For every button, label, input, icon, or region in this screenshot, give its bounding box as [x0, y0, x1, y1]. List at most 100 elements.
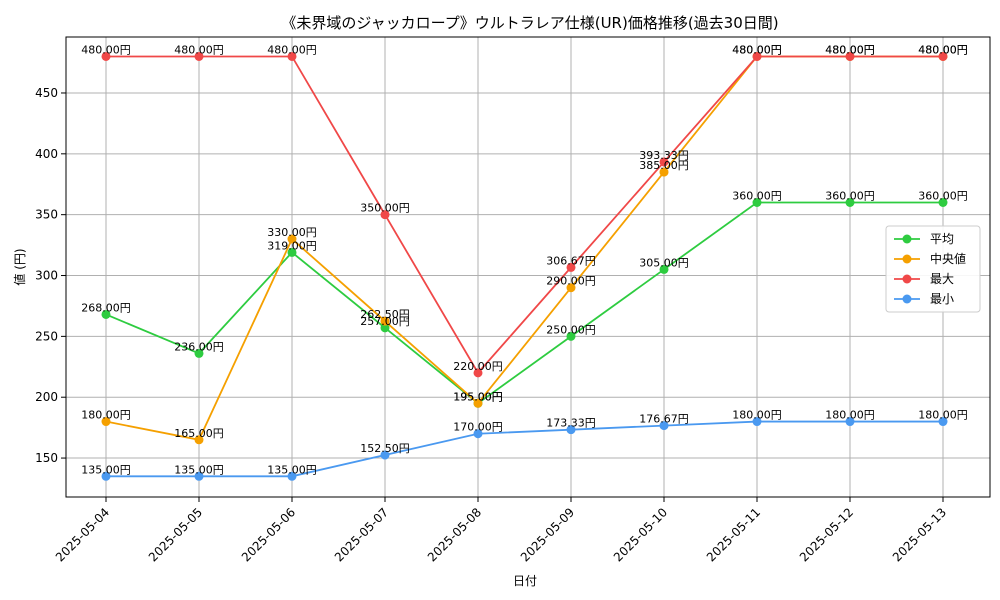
series-line — [105, 201, 943, 405]
data-point — [659, 157, 669, 167]
data-label: 135.00円 — [81, 463, 131, 476]
data-point — [287, 51, 297, 61]
data-point — [752, 51, 762, 61]
legend-box — [885, 225, 981, 313]
data-point — [938, 198, 948, 208]
data-label: 360.00円 — [918, 190, 968, 203]
y-tick-label: 150 — [35, 451, 58, 465]
y-tick-label: 200 — [35, 390, 58, 404]
data-label: 480.00円 — [267, 43, 317, 56]
y-tick-label: 300 — [35, 269, 58, 283]
data-label: 350.00円 — [360, 202, 410, 215]
data-point — [101, 471, 111, 481]
data-label: 360.00円 — [732, 190, 782, 203]
data-label: 262.50円 — [360, 308, 410, 321]
data-labels: 268.00円 236.00円 319.00円 257.00円 195.00円 250.0… — [81, 43, 968, 476]
data-point — [845, 198, 855, 208]
data-point — [194, 348, 204, 358]
data-label: 220.00円 — [453, 360, 503, 373]
data-point — [287, 234, 297, 244]
y-axis: 150 200 250 300 350 400 450 — [35, 86, 66, 465]
data-label: 360.00円 — [825, 190, 875, 203]
y-tick-label: 250 — [35, 329, 58, 343]
data-label: 480.00円 — [732, 43, 782, 56]
data-label: 385.00円 — [639, 159, 689, 172]
data-point — [101, 417, 111, 427]
x-tick-label: 2025-05-08 — [425, 505, 484, 564]
series-group — [101, 51, 948, 481]
x-tick-label: 2025-05-12 — [797, 505, 856, 564]
data-label: 393.33円 — [639, 149, 689, 162]
data-point — [287, 471, 297, 481]
x-tick-label: 2025-05-11 — [704, 505, 763, 564]
data-point — [845, 51, 855, 61]
data-point — [566, 283, 576, 293]
data-point — [194, 471, 204, 481]
series-line — [106, 420, 943, 478]
series-line — [105, 55, 943, 441]
data-point — [752, 198, 762, 208]
plot-area-frame — [65, 36, 991, 498]
data-label: 480.00円 — [918, 43, 968, 56]
data-point — [287, 247, 297, 257]
data-label: 305.00円 — [639, 256, 689, 269]
data-point — [380, 210, 390, 220]
x-tick-label: 2025-05-05 — [146, 505, 205, 564]
data-point — [845, 417, 855, 427]
legend-marker — [902, 294, 912, 304]
data-label: 480.00円 — [81, 43, 131, 56]
data-point — [473, 368, 483, 378]
data-point — [380, 323, 390, 333]
data-label: 480.00円 — [825, 43, 875, 56]
x-tick-label: 2025-05-10 — [611, 505, 670, 564]
legend-label: 最小 — [930, 292, 954, 306]
x-axis: 2025-05-04 2025-05-05 2025-05-06 2025-05-07… — [53, 497, 949, 564]
y-tick-label: 400 — [35, 147, 58, 161]
data-point — [659, 264, 669, 274]
x-tick-label: 2025-05-06 — [239, 505, 298, 564]
data-label: 480.00円 — [825, 43, 875, 56]
data-label: 180.00円 — [81, 409, 131, 422]
data-point — [473, 429, 483, 439]
data-point — [194, 435, 204, 445]
legend-label: 中央値 — [930, 251, 966, 266]
legend-marker — [902, 274, 912, 284]
data-label: 180.00円 — [918, 409, 968, 422]
data-label: 236.00円 — [174, 340, 224, 353]
data-label: 250.00円 — [546, 323, 596, 336]
data-label: 306.67円 — [546, 254, 596, 267]
x-tick-label: 2025-05-09 — [518, 505, 577, 564]
data-label: 152.50円 — [360, 442, 410, 455]
data-label: 195.00円 — [453, 390, 503, 403]
data-point — [566, 262, 576, 272]
data-point — [194, 51, 204, 61]
data-label: 173.33円 — [546, 417, 596, 430]
data-point — [752, 417, 762, 427]
legend-marker — [902, 234, 912, 244]
data-label: 268.00円 — [81, 301, 131, 314]
data-label: 180.00円 — [825, 409, 875, 422]
y-tick-label: 350 — [35, 208, 58, 222]
data-label: 176.67円 — [639, 413, 689, 426]
data-label: 135.00円 — [174, 463, 224, 476]
data-point — [938, 51, 948, 61]
data-label: 257.00円 — [360, 315, 410, 328]
data-label: 165.00円 — [174, 427, 224, 440]
data-label: 319.00円 — [267, 239, 317, 252]
data-label: 480.00円 — [174, 43, 224, 56]
data-label: 330.00円 — [267, 226, 317, 239]
data-point — [566, 331, 576, 341]
data-label: 135.00円 — [267, 463, 317, 476]
data-label: 480.00円 — [732, 43, 782, 56]
x-tick-label: 2025-05-04 — [53, 505, 112, 564]
y-axis-label: 値 (円) — [12, 248, 27, 285]
data-point — [101, 51, 111, 61]
data-label: 170.00円 — [453, 421, 503, 434]
chart-title: 《未界域のジャッカロープ》ウルトラレア仕様(UR)価格推移(過去30日間) — [281, 14, 778, 32]
data-point — [380, 450, 390, 460]
y-tick-label: 450 — [35, 86, 58, 100]
data-point — [938, 417, 948, 427]
data-label: 195.00円 — [453, 390, 503, 403]
